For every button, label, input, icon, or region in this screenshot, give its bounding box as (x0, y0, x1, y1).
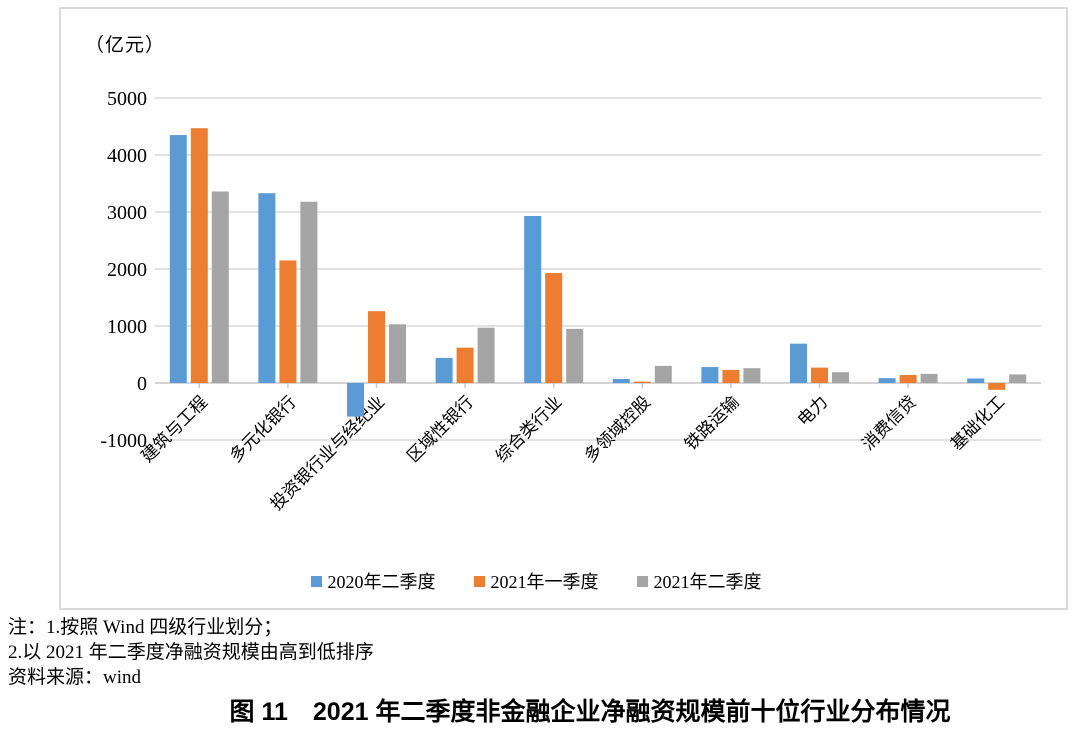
bar (832, 372, 849, 383)
bar (899, 375, 917, 383)
bar (258, 193, 276, 383)
bar (190, 128, 208, 383)
category-label: 基础化工 (947, 392, 1009, 454)
y-tick-label: 4000 (107, 145, 147, 167)
bar (456, 347, 474, 383)
bar (633, 381, 651, 383)
bar (920, 373, 938, 383)
bar (790, 343, 807, 383)
bar (612, 379, 630, 383)
category-label: 建筑与工程 (138, 392, 212, 466)
category-label: 综合类行业 (492, 392, 566, 466)
chart-legend: 2020年二季度 2021年一季度 2021年二季度 (61, 568, 1011, 594)
bar (368, 311, 385, 383)
y-tick-label: 0 (137, 373, 147, 395)
chart-area: （亿元） 5000 4000 3000 2000 1000 0 -1000 建筑与工程 多元化银… (59, 7, 1068, 610)
category-label: 多领域控股 (581, 392, 655, 466)
category-label: 区域性银行 (403, 392, 477, 466)
note-line-2: 2.以 2021 年二季度净融资规模由高到低排序 (8, 642, 374, 663)
bar (435, 357, 453, 383)
bar (1009, 374, 1027, 383)
legend-swatch (473, 575, 485, 587)
figure-caption: 图 11 2021 年二季度非金融企业净融资规模前十位行业分布情况 (229, 698, 951, 726)
category-label: 铁路运输 (681, 392, 743, 454)
legend-item: 2021年一季度 (473, 568, 599, 594)
bar (477, 327, 495, 383)
bar (654, 365, 672, 383)
bar (701, 367, 719, 383)
category-label: 多元化银行 (226, 392, 300, 466)
y-axis-unit-label: （亿元） (85, 35, 166, 56)
bar (169, 135, 187, 383)
legend-label: 2021年一季度 (490, 572, 599, 592)
bar (389, 324, 406, 383)
bar (967, 378, 985, 383)
legend-label: 2021年二季度 (653, 572, 762, 592)
legend-item: 2021年二季度 (636, 568, 762, 594)
category-label: 电力 (794, 392, 831, 429)
legend-swatch (310, 575, 322, 587)
y-tick-label: 1000 (107, 316, 147, 338)
legend-swatch (636, 575, 648, 587)
bar (811, 367, 828, 383)
legend-item: 2020年二季度 (310, 568, 436, 594)
category-label: 消费信贷 (858, 392, 920, 454)
bar (988, 383, 1006, 390)
bar (300, 201, 318, 383)
bar (524, 215, 542, 383)
y-tick-label: 3000 (107, 202, 147, 224)
bar (279, 260, 297, 383)
bar (566, 328, 584, 383)
bar (878, 378, 896, 383)
bar (347, 383, 364, 417)
bar (545, 272, 563, 383)
note-line-1: 注：1.按照 Wind 四级行业划分； (8, 617, 283, 638)
y-tick-label: 2000 (107, 259, 147, 281)
chart-notes: 注：1.按照 Wind 四级行业划分； 2.以 2021 年二季度净融资规模由高… (8, 615, 1008, 690)
legend-label: 2020年二季度 (327, 572, 436, 592)
bar (211, 191, 229, 383)
bar (743, 368, 761, 383)
data-source: 资料来源：wind (8, 667, 142, 688)
y-tick-label: -1000 (100, 430, 147, 452)
y-tick-label: 5000 (107, 88, 147, 110)
bar (722, 369, 740, 383)
